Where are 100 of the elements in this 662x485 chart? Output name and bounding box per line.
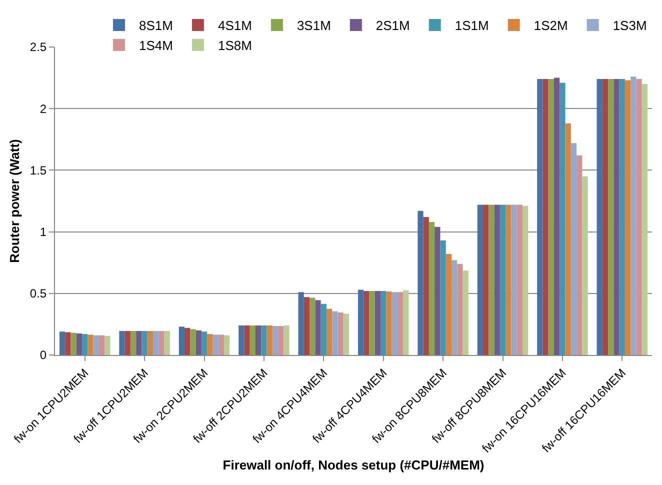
bar (516, 204, 522, 355)
bar (423, 217, 429, 355)
bar (136, 330, 142, 355)
bar (608, 79, 614, 355)
bar (158, 330, 164, 355)
y-tick-label: 1 (40, 225, 47, 239)
bar (272, 326, 278, 355)
bar (434, 226, 440, 355)
bar (364, 290, 370, 355)
bar (554, 78, 560, 355)
bar (278, 326, 284, 355)
y-tick-label: 1.5 (30, 163, 47, 178)
bar (494, 204, 500, 355)
bar (374, 290, 381, 355)
bar (582, 176, 588, 355)
bar (596, 79, 602, 355)
bar (338, 312, 344, 355)
bar (522, 206, 528, 355)
bar (255, 325, 262, 355)
bar (212, 334, 218, 355)
bar (446, 254, 452, 355)
bar (59, 332, 66, 355)
bar (386, 292, 392, 355)
bar (506, 204, 512, 355)
legend-label: 2S1M (376, 18, 410, 34)
legend-label: 1S1M (454, 18, 489, 34)
y-tick-label: 2.5 (30, 40, 47, 54)
x-axis-title: Firewall on/off, Nodes setup (#CPU/#MEM) (222, 457, 484, 472)
bar (565, 123, 571, 355)
y-tick-label: 2 (40, 102, 47, 116)
legend-label: 1S3M (612, 18, 647, 34)
bar (397, 292, 404, 355)
bar (500, 204, 506, 355)
bar (124, 330, 130, 355)
bar (560, 82, 566, 355)
bar (619, 79, 625, 355)
bar (164, 330, 170, 355)
bar (542, 79, 548, 355)
bar (93, 335, 99, 355)
bar (630, 76, 636, 355)
legend-label: 8S1M (139, 18, 173, 34)
bar (98, 335, 105, 355)
bar (428, 222, 435, 355)
bar (82, 334, 88, 355)
bar (104, 336, 110, 355)
bar (298, 292, 304, 355)
bar (284, 325, 290, 355)
bar (462, 270, 468, 355)
bar (65, 332, 71, 355)
bar (153, 330, 159, 355)
bar (418, 210, 424, 355)
legend-label: 1S8M (218, 38, 252, 53)
legend-label: 1S4M (139, 38, 173, 53)
bar (358, 290, 364, 355)
bar (119, 330, 125, 355)
y-tick-label: 0.5 (30, 286, 47, 301)
bar (602, 79, 608, 355)
legend-label: 1S2M (534, 18, 568, 34)
bar (310, 298, 316, 355)
bar (570, 143, 577, 355)
bar (224, 335, 230, 355)
bar (88, 334, 94, 355)
bar (250, 325, 256, 355)
bar (244, 325, 250, 355)
bar (320, 304, 326, 355)
bar (184, 328, 190, 355)
bar (326, 308, 332, 355)
bar (332, 311, 338, 355)
legend-label: 3S1M (296, 18, 331, 34)
bar (238, 325, 244, 355)
bar (207, 334, 213, 355)
bar (304, 297, 310, 355)
bar (147, 330, 154, 355)
bar (642, 84, 648, 355)
bar (196, 330, 202, 355)
bar (130, 330, 136, 355)
bar (380, 290, 386, 355)
bar (483, 204, 489, 355)
bar (457, 264, 463, 355)
y-axis-title: Router power (Watt) (7, 139, 22, 263)
bar (266, 325, 272, 355)
bar (624, 80, 631, 355)
bar (488, 204, 494, 355)
legend-label: 4S1M (218, 18, 252, 34)
bar (440, 240, 446, 355)
bar (369, 290, 375, 355)
bar (76, 333, 82, 355)
bar (511, 204, 517, 355)
bar (548, 79, 554, 355)
bar (178, 326, 185, 355)
bar (190, 329, 196, 355)
bar (70, 332, 76, 355)
bar (636, 79, 642, 355)
bar (201, 332, 208, 355)
bar (614, 79, 620, 355)
bar (218, 334, 224, 355)
bar (403, 290, 409, 355)
bar (477, 204, 484, 355)
bar (343, 314, 350, 355)
bar (315, 300, 321, 355)
